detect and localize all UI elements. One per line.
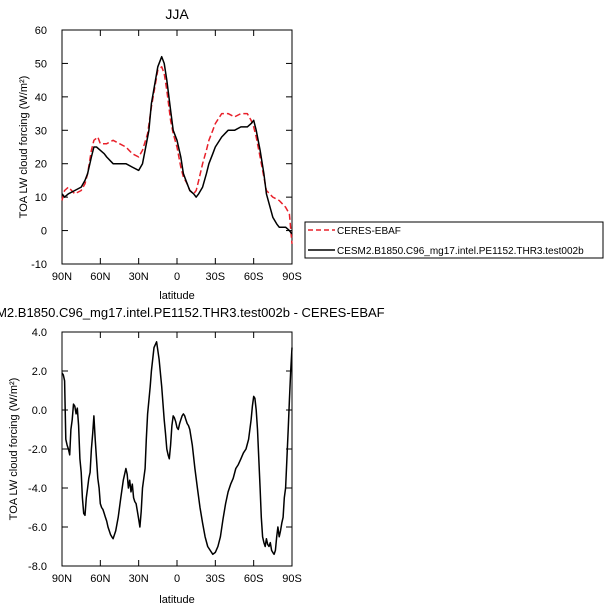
x-tick-label: 0 — [174, 271, 180, 283]
y-tick-labels: -10 0 10 20 30 40 50 60 — [31, 25, 47, 271]
y-tick-label: 0.0 — [32, 405, 47, 417]
tick-marks — [61, 29, 293, 265]
y-tick-label: 10 — [35, 192, 47, 204]
x-tick-label: 30S — [206, 271, 226, 283]
y-tick-label: 50 — [35, 58, 47, 70]
y-tick-label: -4.0 — [28, 483, 47, 495]
y-tick-label: -10 — [31, 259, 47, 271]
y-axis-label: TOA LW cloud forcing (W/m²) — [8, 378, 20, 521]
x-tick-label: 60S — [244, 573, 264, 585]
difference-chart-title: CESM2.B1850.C96_mg17.intel.PE1152.THR3.t… — [0, 305, 385, 320]
legend: CERES-EBAF CESM2.B1850.C96_mg17.intel.PE… — [304, 221, 604, 259]
y-tick-label: -2.0 — [28, 444, 47, 456]
legend-label-model: CESM2.B1850.C96_mg17.intel.PE1152.THR3.t… — [337, 246, 584, 257]
chart-title: JJA — [165, 6, 189, 22]
x-tick-label: 60S — [244, 271, 264, 283]
series-line — [61, 341, 293, 556]
x-tick-label: 90N — [52, 573, 72, 585]
x-tick-label: 60N — [90, 573, 110, 585]
x-tick-label: 90S — [282, 271, 302, 283]
y-tick-label: 0 — [41, 226, 47, 238]
y-tick-label: 30 — [35, 125, 47, 137]
series-line — [61, 55, 293, 235]
y-tick-label: 60 — [35, 25, 47, 37]
y-tick-label: 40 — [35, 92, 47, 104]
x-axis-label: latitude — [159, 290, 194, 302]
series-lines — [61, 341, 293, 556]
x-tick-labels: 90N 60N 30N 0 30S 60S 90S — [52, 271, 302, 283]
legend-box — [304, 221, 604, 259]
x-tick-label: 90N — [52, 271, 72, 283]
series-line — [61, 66, 293, 244]
y-tick-label: -8.0 — [28, 561, 47, 573]
top-chart: JJA 90N 60N 30N 0 30S 60S 90S -10 0 10 20 30 40 50 60… — [18, 6, 302, 302]
x-tick-label: 60N — [90, 271, 110, 283]
y-tick-label: 2.0 — [32, 366, 47, 378]
y-tick-label: -6.0 — [28, 522, 47, 534]
series-lines — [61, 55, 293, 244]
legend-label-ceres: CERES-EBAF — [337, 226, 401, 237]
x-axis-label: latitude — [159, 594, 194, 606]
x-tick-label: 0 — [174, 573, 180, 585]
bottom-chart: CESM2.B1850.C96_mg17.intel.PE1152.THR3.t… — [0, 305, 385, 606]
x-tick-label: 30N — [129, 573, 149, 585]
x-tick-labels: 90N 60N 30N 0 30S 60S 90S — [52, 573, 302, 585]
y-tick-label: 20 — [35, 159, 47, 171]
x-tick-label: 30N — [129, 271, 149, 283]
y-axis-label: TOA LW cloud forcing (W/m²) — [18, 76, 30, 219]
x-tick-label: 30S — [206, 573, 226, 585]
x-tick-label: 90S — [282, 573, 302, 585]
y-tick-labels: -8.0 -6.0 -4.0 -2.0 0.0 2.0 4.0 — [28, 327, 47, 573]
y-tick-label: 4.0 — [32, 327, 47, 339]
